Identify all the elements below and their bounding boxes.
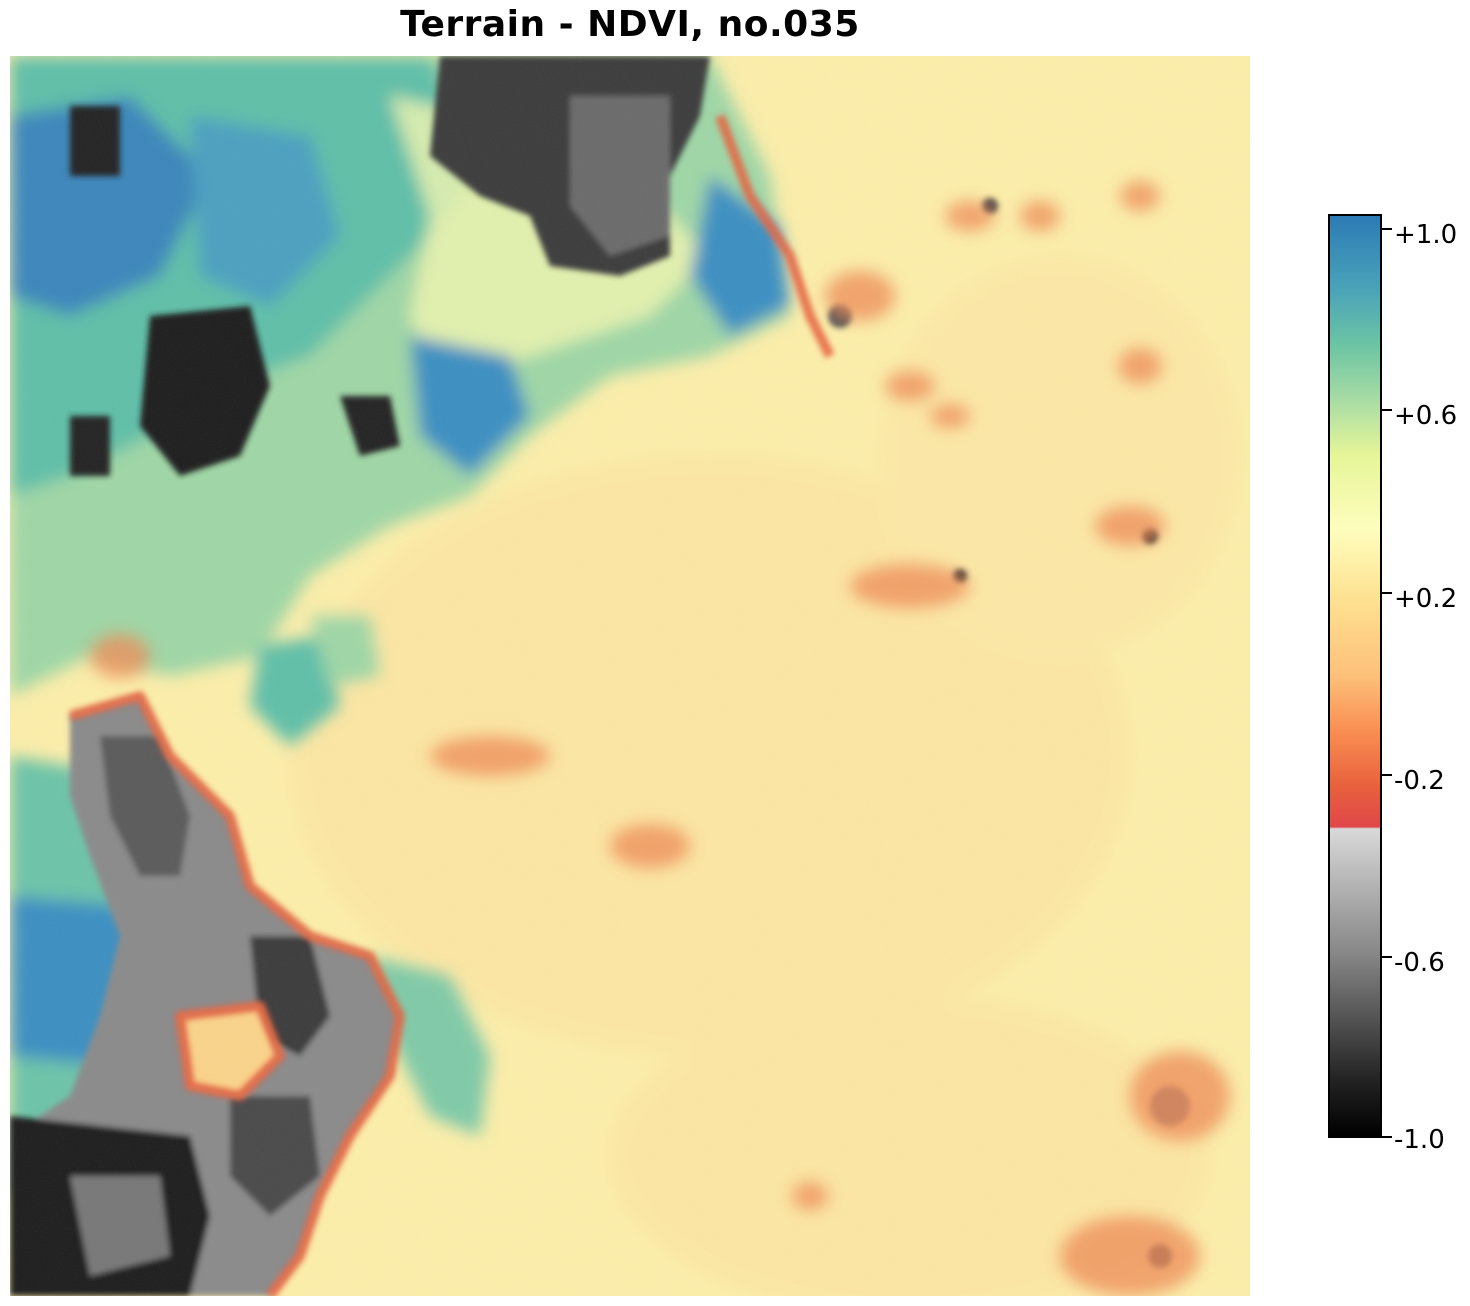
ndvi-raster-map [10, 56, 1250, 1296]
colorbar-tick-label: +0.2 [1394, 584, 1458, 614]
map-title: Terrain - NDVI, no.035 [400, 4, 860, 45]
ndvi-raster-image [10, 56, 1250, 1296]
colorbar-tick [1382, 592, 1392, 594]
colorbar-tick-label: +0.6 [1394, 401, 1458, 431]
colorbar-tick-label: -1.0 [1394, 1125, 1445, 1155]
colorbar-tick-label: -0.2 [1394, 766, 1445, 796]
colorbar-tick-label: -0.6 [1394, 948, 1445, 978]
colorbar-tick [1382, 228, 1392, 230]
colorbar [1328, 214, 1382, 1138]
colorbar-tick [1382, 409, 1392, 411]
colorbar-tick-label: +1.0 [1394, 220, 1458, 250]
colorbar-tick [1382, 1136, 1392, 1138]
colorbar-gradient [1330, 216, 1380, 1136]
colorbar-tick [1382, 956, 1392, 958]
colorbar-tick [1382, 774, 1392, 776]
